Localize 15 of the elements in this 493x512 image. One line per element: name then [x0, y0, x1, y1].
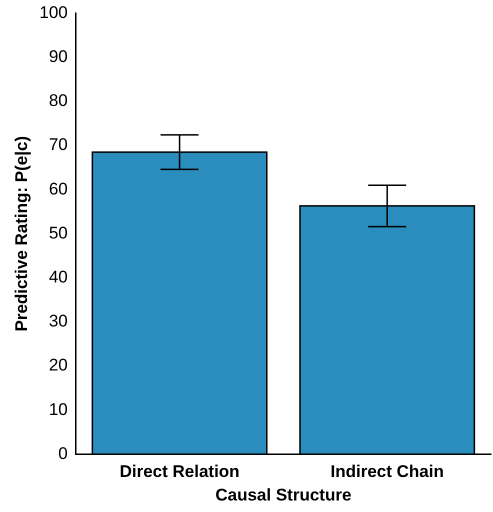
y-tick-label: 0 [58, 444, 68, 463]
x-tick-label: Direct Relation [120, 462, 240, 482]
y-tick-label: 60 [48, 179, 68, 198]
y-tick-label: 100 [39, 2, 68, 22]
y-tick-label: 10 [48, 400, 68, 419]
y-tick-label: 90 [48, 46, 68, 66]
y-tick-label: 70 [48, 135, 68, 154]
y-axis-title: Predictive Rating: P(e|c) [12, 136, 31, 332]
y-tick-label: 20 [48, 356, 68, 375]
y-tick-label: 40 [48, 267, 68, 286]
y-tick-label: 50 [48, 223, 68, 242]
x-tick-label: Indirect Chain [330, 462, 444, 482]
x-axis-title: Causal Structure [215, 485, 352, 504]
y-tick-label: 30 [48, 312, 68, 331]
y-tick-label: 80 [48, 91, 68, 110]
